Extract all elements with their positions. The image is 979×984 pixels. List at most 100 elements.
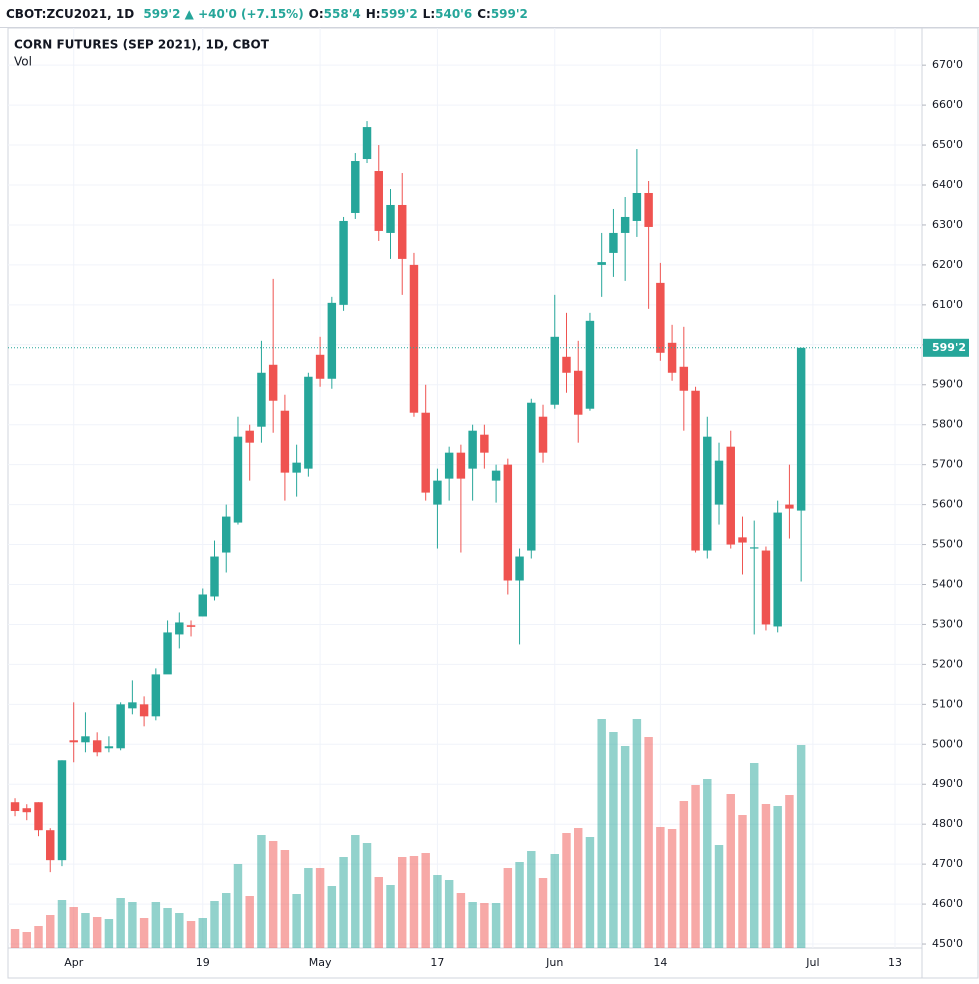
- candle-body: [679, 366, 689, 391]
- y-tick-label: 620'0: [932, 258, 963, 271]
- volume-bar: [738, 815, 747, 948]
- volume-bar: [480, 903, 489, 948]
- volume-bar: [562, 833, 571, 948]
- candle-body: [57, 760, 67, 861]
- candle-body: [104, 746, 114, 749]
- volume-bar: [233, 864, 243, 948]
- volume-bar: [92, 917, 102, 948]
- volume-bar: [374, 877, 383, 948]
- volume-bar: [433, 875, 442, 948]
- x-tick-label: 17: [430, 956, 444, 969]
- volume-bar: [773, 806, 782, 948]
- candle-body: [92, 740, 102, 753]
- volume-bar: [327, 886, 337, 948]
- volume-bar: [116, 898, 125, 948]
- volume-bar: [726, 794, 735, 948]
- volume-bar: [609, 732, 618, 948]
- volume-bar: [515, 862, 524, 948]
- candle-body: [409, 264, 419, 413]
- volume-bar: [315, 868, 325, 948]
- candle-body: [515, 556, 524, 581]
- volume-bar: [620, 746, 630, 948]
- volume-bar: [386, 885, 395, 948]
- candle-body: [620, 216, 630, 233]
- volume-bar: [362, 843, 372, 948]
- candle-body: [562, 356, 571, 373]
- candle-body: [609, 232, 618, 253]
- candle-body: [726, 446, 735, 545]
- candle-body: [222, 516, 231, 553]
- volume-bar: [491, 903, 501, 948]
- candle-body: [139, 704, 149, 717]
- x-tick-label: 13: [888, 956, 902, 969]
- volume-bar: [69, 907, 78, 948]
- candle-body: [151, 674, 161, 717]
- x-tick-label: 19: [196, 956, 210, 969]
- volume-bar: [409, 856, 419, 948]
- candle-body: [421, 412, 430, 493]
- volume-bar: [128, 902, 137, 948]
- candle-body: [198, 594, 207, 617]
- candle-body: [386, 204, 395, 233]
- candle-body: [703, 436, 712, 551]
- y-tick-label: 560'0: [932, 498, 963, 511]
- ohlc: O:558'4 H:599'2 L:540'6 C:599'2: [304, 7, 528, 21]
- candle-body: [456, 452, 466, 479]
- volume-bar: [679, 801, 689, 948]
- candle-body: [480, 434, 489, 453]
- ohlc-value: 599'2: [380, 7, 418, 21]
- candle-body: [186, 625, 196, 627]
- volume-bar: [527, 851, 536, 948]
- volume-bar: [304, 868, 313, 948]
- candle-body: [550, 336, 559, 405]
- y-tick-label: 460'0: [932, 897, 963, 910]
- ohlc-value: 540'6: [435, 7, 473, 21]
- candle-body: [280, 410, 290, 473]
- y-tick-label: 540'0: [932, 577, 963, 590]
- y-tick-label: 570'0: [932, 458, 963, 471]
- y-tick-label: 650'0: [932, 138, 963, 151]
- volume-bar: [667, 829, 677, 948]
- candle-body: [656, 282, 665, 353]
- volume-bar: [421, 853, 430, 948]
- volume-bar: [163, 908, 172, 948]
- candle-body: [573, 370, 583, 415]
- y-tick-label: 610'0: [932, 298, 963, 311]
- y-tick-label: 530'0: [932, 617, 963, 630]
- candle-body: [10, 802, 20, 812]
- candle-body: [34, 802, 43, 831]
- volume-bar: [257, 835, 266, 948]
- volume-bar: [761, 804, 771, 948]
- volume-bar: [656, 827, 665, 948]
- chart-title: CORN FUTURES (SEP 2021), 1D, CBOT: [14, 38, 270, 52]
- candle-body: [398, 204, 407, 259]
- candle-body: [444, 452, 454, 479]
- candle-body: [491, 470, 501, 481]
- candle-body: [667, 342, 677, 373]
- volume-label: Vol: [14, 55, 32, 69]
- candle-body: [796, 347, 806, 511]
- candle-body: [597, 262, 606, 265]
- candle-body: [632, 192, 642, 221]
- candle-body: [785, 504, 794, 509]
- volume-bar: [198, 918, 207, 948]
- volume-bar: [46, 915, 55, 948]
- x-tick-label: Apr: [64, 956, 84, 969]
- volume-bar: [57, 900, 67, 948]
- candle-body: [69, 740, 78, 743]
- last-price-box: [923, 338, 969, 357]
- volume-bar: [644, 737, 653, 948]
- last-price: 599'2: [143, 7, 181, 21]
- candle-body: [163, 632, 172, 675]
- candle-body: [585, 320, 595, 409]
- y-tick-label: 500'0: [932, 737, 963, 750]
- volume-bar: [691, 785, 700, 948]
- candle-body: [327, 302, 337, 379]
- ohlc-key: O:: [308, 7, 324, 21]
- volume-bar: [444, 880, 454, 948]
- frame: [7, 27, 979, 979]
- volume-bar: [151, 902, 161, 948]
- volume-bar: [714, 845, 724, 948]
- ohlc-value: 558'4: [323, 7, 361, 21]
